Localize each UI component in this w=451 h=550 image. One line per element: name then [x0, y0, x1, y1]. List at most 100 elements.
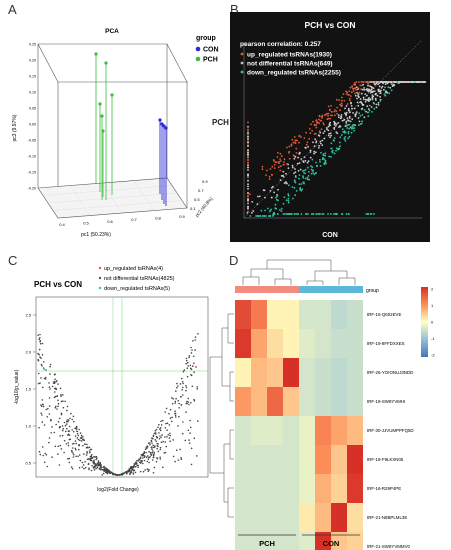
scatter-point — [320, 151, 322, 154]
volcano-point — [88, 468, 90, 471]
volcano-point — [90, 459, 93, 462]
volcano-point — [59, 444, 62, 447]
volcano-point — [149, 443, 151, 446]
volcano-point — [71, 449, 73, 452]
volcano-point — [56, 408, 58, 410]
scatter-point — [355, 86, 358, 89]
volcano-point — [164, 451, 167, 454]
heatmap-row-label: tRF-21-SW8YVMMV0 — [367, 544, 410, 549]
scatter-point — [368, 88, 370, 91]
scatter-point — [352, 125, 354, 128]
volcano-point — [62, 406, 65, 409]
scatter-point — [359, 84, 362, 87]
scatter-point — [283, 161, 285, 163]
scatter-point — [310, 213, 313, 215]
volcano-point — [72, 430, 75, 433]
volcano-point — [166, 435, 168, 438]
scatter-point — [373, 213, 375, 215]
volcano-point — [65, 430, 67, 433]
heatmap-cell — [267, 300, 283, 329]
scatter-point — [312, 213, 315, 215]
volcano-point — [43, 461, 46, 464]
scatter-point — [285, 199, 288, 202]
scatter-point — [278, 160, 280, 163]
volcano-point — [46, 416, 49, 418]
scatter-point — [349, 111, 351, 114]
scatter-point — [323, 123, 325, 126]
volcano-point — [88, 458, 90, 460]
volcano-point — [56, 380, 58, 382]
scatter-point — [321, 114, 324, 117]
scatter-point — [422, 81, 424, 83]
volcano-point — [149, 456, 151, 458]
volcano-point — [59, 435, 61, 437]
volcano-point — [39, 342, 42, 345]
volcano-point — [138, 461, 141, 464]
volcano-point — [168, 412, 170, 415]
volcano-point — [78, 454, 81, 456]
scatter-point — [271, 165, 274, 168]
volcano-point — [188, 355, 191, 357]
scatter-point — [279, 160, 282, 162]
scatter-point — [247, 169, 249, 171]
scatter-stat-up: up_regulated tsRNAs(1930) — [247, 52, 332, 59]
volcano-point — [66, 419, 69, 421]
scatter-point — [344, 107, 346, 110]
scatter-point — [335, 123, 338, 125]
heatmap-cell — [331, 445, 347, 474]
scatter-point — [375, 82, 378, 85]
scatter-point — [385, 91, 388, 93]
volcano-point — [108, 472, 111, 474]
scatter-point — [290, 144, 293, 147]
scatter-point — [298, 134, 301, 137]
volcano-point — [134, 463, 136, 465]
volcano-point — [61, 434, 64, 437]
scatter-point — [368, 104, 371, 107]
volcano-point — [48, 437, 51, 439]
scatter-point — [306, 161, 309, 164]
scatter-point — [276, 194, 279, 197]
scatter-point — [363, 81, 365, 83]
scatter-point — [282, 170, 285, 173]
volcano-point — [185, 386, 188, 389]
volcano-point — [197, 333, 199, 335]
volcano-point — [181, 432, 184, 435]
scatter-point — [306, 141, 309, 144]
scatter-point — [292, 197, 294, 200]
scatter-point — [347, 132, 350, 135]
volcano-point — [187, 365, 189, 367]
volcano-point — [161, 434, 163, 436]
heatmap-scale-tick: -2 — [431, 353, 435, 358]
volcano-point — [78, 444, 80, 447]
volcano-point — [82, 444, 84, 447]
scatter-point — [283, 196, 286, 199]
scatter-point — [335, 213, 338, 215]
volcano-point — [88, 450, 91, 452]
volcano-point — [48, 382, 50, 384]
scatter-point — [383, 81, 386, 83]
volcano-point — [93, 469, 96, 471]
volcano-point — [151, 442, 153, 444]
heatmap-cell — [251, 416, 267, 445]
scatter-point — [283, 182, 286, 185]
scatter-point — [303, 182, 305, 185]
scatter-point — [324, 161, 327, 164]
volcano-point — [48, 405, 51, 407]
volcano-point — [164, 411, 166, 413]
scatter-point — [260, 209, 263, 212]
volcano-point — [137, 460, 140, 462]
heatmap-cell — [251, 358, 267, 387]
scatter-point — [285, 182, 288, 185]
scatter-point — [350, 126, 353, 128]
scatter-point — [377, 90, 380, 93]
scatter-plot: PCH vs CON pearson correlation: 0.257 up… — [240, 20, 427, 239]
scatter-point — [316, 165, 318, 168]
scatter-point — [247, 210, 249, 213]
scatter-point — [279, 152, 282, 155]
pca-point-pch-6 — [101, 129, 105, 133]
scatter-point — [288, 157, 291, 160]
pca-xlabel: pc1 (50.23%) — [81, 232, 111, 238]
scatter-point — [300, 183, 303, 185]
volcano-point — [78, 428, 80, 431]
scatter-point — [339, 125, 341, 127]
